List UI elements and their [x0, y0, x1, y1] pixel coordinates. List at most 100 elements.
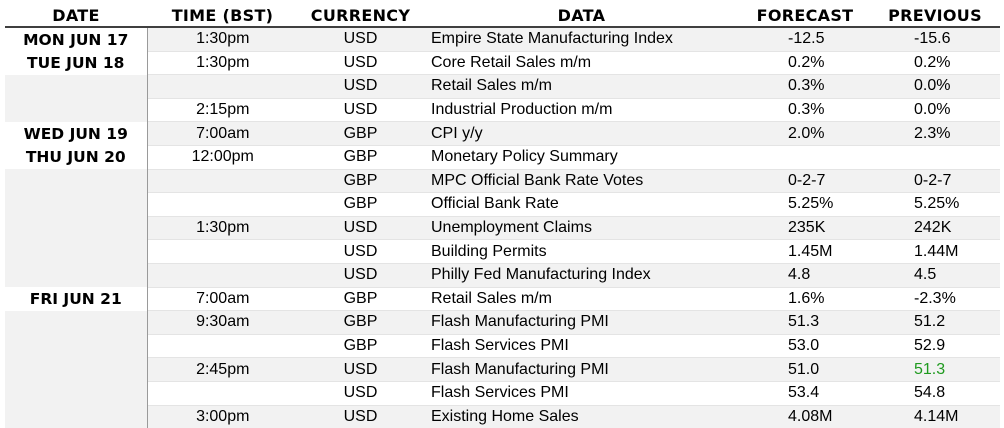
event-cell: Core Retail Sales m/m — [423, 50, 740, 75]
currency-cell: USD — [298, 74, 423, 99]
table-row: GBP MPC Official Bank Rate Votes 0-2-7 0-2-… — [5, 168, 1000, 193]
previous-cell: 0-2-7 — [870, 168, 1000, 193]
time-cell — [147, 380, 298, 405]
date-cell: MON JUN 17 — [5, 27, 148, 52]
event-cell: Flash Manufacturing PMI — [423, 310, 740, 335]
table-row: MON JUN 17 1:30pm USD Empire State Manufact… — [5, 26, 1000, 52]
header-row: DATE TIME (BST) CURRENCY DATA FORECAST P… — [5, 4, 1000, 28]
previous-header: PREVIOUS — [870, 4, 1000, 28]
table-row: WED JUN 19 7:00am GBP CPI y/y 2.0% 2.3% — [5, 121, 1000, 146]
time-cell — [147, 74, 298, 99]
currency-cell: GBP — [298, 192, 423, 217]
date-cell — [5, 310, 148, 335]
time-cell: 7:00am — [147, 286, 298, 311]
event-cell: Empire State Manufacturing Index — [423, 26, 740, 52]
time-cell — [147, 262, 298, 288]
event-cell: Retail Sales m/m — [423, 286, 740, 311]
event-cell: Building Permits — [423, 239, 740, 264]
date-cell: TUE JUN 18 — [5, 51, 148, 75]
table-row: 2:45pm USD Flash Manufacturing PMI 51.0 51.3 — [5, 357, 1000, 382]
time-cell: 12:00pm — [147, 144, 298, 170]
table-row: 3:00pm USD Existing Home Sales 4.08M 4.14M — [5, 404, 1000, 428]
table-row: USD Building Permits 1.45M 1.44M — [5, 239, 1000, 264]
previous-cell: 1.44M — [870, 239, 1000, 264]
date-cell — [5, 216, 148, 240]
table-row: GBP Official Bank Rate 5.25% 5.25% — [5, 192, 1000, 217]
currency-cell: USD — [298, 26, 423, 52]
previous-cell: -2.3% — [870, 286, 1000, 311]
table-row: 9:30am GBP Flash Manufacturing PMI 51.3 51.2 — [5, 310, 1000, 335]
date-cell — [5, 74, 148, 99]
table-row: USD Philly Fed Manufacturing Index 4.8 4.5 — [5, 262, 1000, 288]
event-cell: Existing Home Sales — [423, 404, 740, 428]
date-header: DATE — [5, 4, 147, 28]
forecast-cell: 51.3 — [740, 310, 870, 335]
currency-cell: USD — [298, 239, 423, 264]
table-row: 2:15pm USD Industrial Production m/m 0.3% 0.… — [5, 97, 1000, 122]
time-cell: 1:30pm — [147, 215, 298, 240]
forecast-cell: 235K — [740, 215, 870, 240]
currency-cell: GBP — [298, 286, 423, 311]
previous-cell: -15.6 — [870, 26, 1000, 52]
date-cell — [5, 357, 148, 382]
time-cell: 9:30am — [147, 310, 298, 335]
time-cell — [147, 333, 298, 358]
time-cell — [147, 192, 298, 217]
date-cell — [5, 381, 148, 405]
time-cell: 1:30pm — [147, 50, 298, 75]
forecast-cell: 53.0 — [740, 333, 870, 358]
currency-cell: GBP — [298, 333, 423, 358]
forecast-cell: 4.08M — [740, 404, 870, 428]
time-cell: 7:00am — [147, 121, 298, 146]
forecast-cell — [740, 144, 870, 170]
time-cell — [147, 239, 298, 264]
previous-cell: 52.9 — [870, 333, 1000, 358]
currency-cell: USD — [298, 404, 423, 428]
currency-cell: USD — [298, 357, 423, 382]
currency-cell: USD — [298, 50, 423, 75]
event-cell: Flash Services PMI — [423, 380, 740, 405]
time-cell: 1:30pm — [147, 26, 298, 52]
forecast-cell: -12.5 — [740, 26, 870, 52]
previous-cell: 4.5 — [870, 262, 1000, 288]
time-cell: 2:45pm — [147, 357, 298, 382]
event-cell: Flash Services PMI — [423, 333, 740, 358]
currency-cell: GBP — [298, 144, 423, 170]
date-cell — [5, 98, 148, 122]
economic-calendar-table: DATE TIME (BST) CURRENCY DATA FORECAST P… — [5, 4, 1000, 428]
date-cell — [5, 263, 148, 288]
table-row: THU JUN 20 12:00pm GBP Monetary Policy Summ… — [5, 144, 1000, 170]
currency-cell: USD — [298, 215, 423, 240]
previous-cell: 4.14M — [870, 404, 1000, 428]
date-cell — [5, 192, 148, 217]
forecast-cell: 0-2-7 — [740, 168, 870, 193]
date-cell — [5, 169, 148, 193]
event-cell: Monetary Policy Summary — [423, 144, 740, 170]
forecast-cell: 5.25% — [740, 192, 870, 217]
date-cell: WED JUN 19 — [5, 121, 148, 146]
forecast-cell: 1.6% — [740, 286, 870, 311]
currency-cell: USD — [298, 262, 423, 288]
table-row: GBP Flash Services PMI 53.0 52.9 — [5, 333, 1000, 358]
previous-cell: 0.2% — [870, 50, 1000, 75]
forecast-cell: 0.3% — [740, 97, 870, 122]
time-cell: 2:15pm — [147, 97, 298, 122]
table-row: TUE JUN 18 1:30pm USD Core Retail Sales m/m… — [5, 50, 1000, 75]
forecast-cell: 51.0 — [740, 357, 870, 382]
forecast-cell: 4.8 — [740, 262, 870, 288]
forecast-cell: 2.0% — [740, 121, 870, 146]
event-cell: Unemployment Claims — [423, 215, 740, 240]
table-row: USD Flash Services PMI 53.4 54.8 — [5, 380, 1000, 405]
data-header: DATA — [423, 4, 740, 28]
previous-cell: 0.0% — [870, 97, 1000, 122]
currency-cell: GBP — [298, 121, 423, 146]
table-row: FRI JUN 21 7:00am GBP Retail Sales m/m 1.6% -… — [5, 286, 1000, 311]
date-cell — [5, 239, 148, 264]
date-cell: FRI JUN 21 — [5, 287, 148, 311]
event-cell: MPC Official Bank Rate Votes — [423, 168, 740, 193]
currency-cell: GBP — [298, 310, 423, 335]
previous-cell: 54.8 — [870, 380, 1000, 405]
forecast-cell: 0.2% — [740, 50, 870, 75]
event-cell: Industrial Production m/m — [423, 97, 740, 122]
previous-cell: 51.3 — [870, 357, 1000, 382]
